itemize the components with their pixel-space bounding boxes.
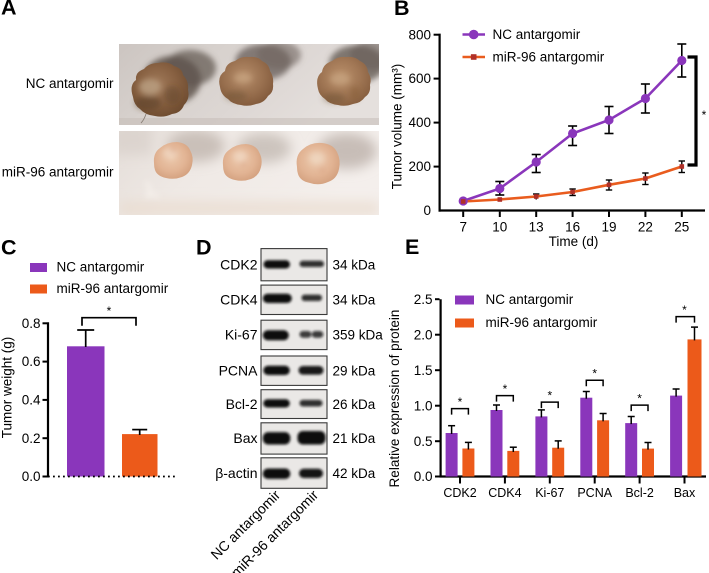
svg-text:miR-96 antargomir: miR-96 antargomir [2,165,114,180]
svg-text:PCNA: PCNA [219,363,259,379]
svg-text:1.5: 1.5 [414,363,433,378]
svg-text:*: * [458,395,463,409]
svg-text:42 kDa: 42 kDa [333,466,376,481]
svg-text:β-actin: β-actin [215,465,257,481]
svg-text:800: 800 [408,27,431,42]
svg-text:CDK2: CDK2 [443,486,476,500]
svg-text:13: 13 [529,219,544,234]
svg-text:0.0: 0.0 [22,469,41,484]
svg-text:Bax: Bax [674,486,696,500]
svg-text:*: * [637,392,642,406]
svg-text:miR-96 antargomir: miR-96 antargomir [57,281,169,296]
svg-text:16: 16 [565,219,580,234]
svg-text:2.0: 2.0 [414,327,433,342]
svg-text:19: 19 [601,219,616,234]
svg-text:NC antargomir: NC antargomir [493,27,581,42]
svg-text:PCNA: PCNA [577,486,612,500]
svg-text:C: C [1,236,17,260]
svg-text:miR-96 antargomir: miR-96 antargomir [486,315,598,330]
svg-text:22: 22 [638,219,653,234]
svg-text:34 kDa: 34 kDa [333,258,376,273]
svg-text:Tumor weight (g): Tumor weight (g) [0,337,15,439]
svg-text:Bax: Bax [233,430,257,446]
svg-text:*: * [503,382,508,396]
svg-text:400: 400 [408,115,431,130]
svg-text:0.6: 0.6 [22,354,41,369]
svg-text:CDK4: CDK4 [488,486,521,500]
svg-text:0.0: 0.0 [414,469,433,484]
svg-text:26 kDa: 26 kDa [333,397,376,412]
svg-text:Bcl-2: Bcl-2 [226,396,258,412]
svg-text:*: * [107,304,112,318]
svg-text:25: 25 [674,219,689,234]
svg-text:359 kDa: 359 kDa [333,328,384,343]
svg-text:NC antargomir: NC antargomir [57,260,145,275]
svg-text:Ki-67: Ki-67 [225,327,258,343]
svg-text:0.5: 0.5 [414,434,433,449]
svg-text:CDK4: CDK4 [220,292,258,308]
svg-text:7: 7 [459,219,467,234]
svg-text:Relative expression of protein: Relative expression of protein [387,310,402,488]
svg-text:Bcl-2: Bcl-2 [625,486,654,500]
svg-text:Ki-67: Ki-67 [535,486,564,500]
svg-text:34 kDa: 34 kDa [333,293,376,308]
svg-text:0.2: 0.2 [22,431,41,446]
svg-text:*: * [702,108,707,122]
svg-text:0.4: 0.4 [22,393,41,408]
svg-text:B: B [394,0,410,20]
svg-text:29 kDa: 29 kDa [333,364,376,379]
svg-text:21 kDa: 21 kDa [333,431,376,446]
svg-text:miR-96 antargomir: miR-96 antargomir [493,50,605,65]
svg-text:Tumor volume (mm³): Tumor volume (mm³) [390,64,405,190]
svg-text:200: 200 [408,159,431,174]
svg-text:1.0: 1.0 [414,398,433,413]
svg-text:CDK2: CDK2 [220,257,258,273]
svg-text:E: E [405,235,419,259]
svg-text:Time (d): Time (d) [549,234,599,249]
svg-text:600: 600 [408,71,431,86]
svg-text:A: A [1,0,17,20]
svg-text:*: * [682,303,687,317]
svg-text:*: * [592,367,597,381]
svg-text:0: 0 [423,203,431,218]
svg-text:2.5: 2.5 [414,292,433,307]
svg-text:*: * [547,389,552,403]
svg-text:NC antargomir: NC antargomir [486,292,574,307]
svg-text:0.8: 0.8 [22,316,41,331]
svg-text:NC antargomir: NC antargomir [26,76,114,91]
svg-text:10: 10 [492,219,507,234]
svg-text:D: D [196,236,212,260]
